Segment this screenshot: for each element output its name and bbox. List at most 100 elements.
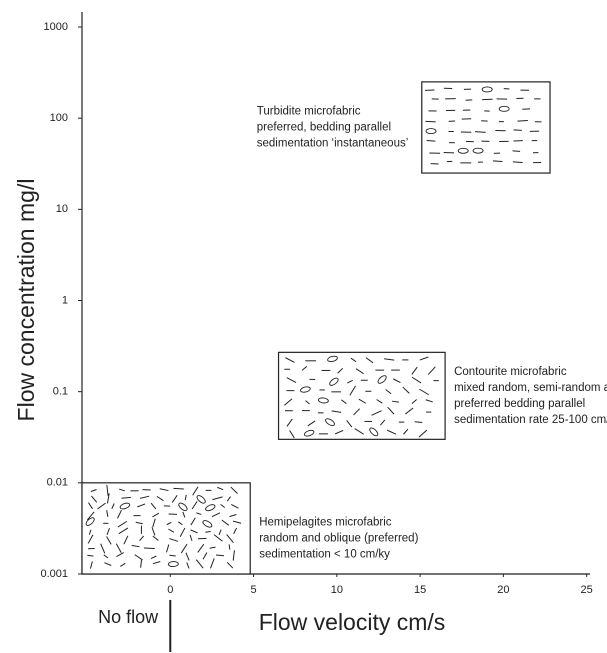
grain	[384, 358, 395, 361]
grain	[202, 552, 208, 560]
grain	[233, 527, 238, 535]
grain	[220, 503, 225, 508]
grain	[350, 357, 357, 363]
grain	[90, 489, 97, 492]
grain	[118, 527, 129, 535]
grain	[119, 488, 126, 492]
grain	[377, 375, 387, 384]
grain	[168, 528, 175, 533]
grain	[197, 543, 205, 553]
grain	[226, 534, 234, 543]
grain	[140, 559, 143, 568]
grain	[178, 502, 188, 511]
grain	[285, 357, 295, 363]
grain	[289, 430, 295, 439]
grain	[97, 502, 106, 510]
grain	[185, 552, 190, 561]
grain	[152, 535, 159, 541]
grain	[425, 120, 436, 123]
grain	[284, 398, 293, 406]
grain	[213, 534, 223, 542]
grain	[106, 536, 112, 545]
grain	[107, 493, 110, 504]
grain	[202, 520, 213, 528]
grain	[331, 410, 342, 413]
grain	[196, 495, 206, 504]
grain	[150, 555, 157, 560]
y-tick-label: 10	[56, 203, 68, 215]
box-label: preferred, bedding parallel	[257, 122, 391, 134]
grain	[173, 487, 184, 490]
grain	[353, 408, 361, 416]
grain	[226, 496, 231, 502]
grain	[134, 554, 143, 561]
grain	[474, 131, 486, 133]
grain	[355, 368, 364, 375]
grain	[358, 398, 367, 404]
box	[421, 81, 551, 174]
box-label: sedimentation < 10 cm/ky	[259, 548, 390, 560]
grain	[512, 150, 521, 152]
x-axis-title: Flow velocity cm/s	[259, 609, 446, 635]
grain	[178, 521, 183, 526]
grain	[301, 366, 308, 371]
grain	[186, 562, 190, 569]
box	[277, 351, 446, 440]
grain	[391, 400, 399, 403]
grain	[106, 527, 110, 535]
grain	[209, 546, 216, 549]
x-tick-label: 15	[414, 584, 426, 596]
grain	[325, 418, 335, 427]
grain	[349, 385, 356, 396]
grain	[217, 486, 224, 491]
grain	[402, 386, 410, 394]
grain	[411, 399, 417, 404]
box	[81, 482, 251, 575]
grain	[481, 86, 493, 93]
grain	[119, 502, 131, 510]
grain	[89, 561, 93, 569]
grain	[171, 495, 178, 503]
grain	[205, 531, 211, 533]
grain	[100, 543, 106, 554]
grain	[215, 554, 224, 557]
grain	[182, 511, 186, 518]
y-tick-label: 1000	[44, 21, 68, 33]
box-label: sedimentation ‘instantaneous’	[257, 138, 409, 150]
grain	[305, 400, 310, 405]
grain	[184, 494, 187, 501]
grain	[86, 511, 95, 521]
grain	[88, 529, 92, 535]
no-flow-label: No flow	[98, 607, 159, 627]
grain	[104, 562, 112, 566]
grain	[354, 428, 365, 435]
grain	[167, 561, 179, 568]
grain	[103, 554, 109, 559]
grain	[418, 429, 428, 438]
grain	[329, 377, 339, 386]
grain	[166, 521, 172, 526]
grain	[120, 562, 126, 567]
grain	[196, 512, 202, 515]
grain	[317, 397, 329, 404]
grain	[156, 495, 164, 502]
grain	[334, 429, 344, 435]
grain	[498, 105, 510, 112]
grain	[121, 496, 131, 499]
grain	[131, 544, 140, 548]
grain	[376, 399, 383, 404]
box-label: random and oblique (preferred)	[259, 532, 418, 544]
box-label: preferred bedding parallel	[454, 398, 585, 410]
grain	[426, 140, 436, 142]
grain	[228, 544, 231, 550]
grain	[221, 519, 230, 526]
grain	[152, 512, 160, 518]
grain	[152, 518, 156, 528]
grain	[404, 407, 414, 415]
grain	[159, 488, 169, 492]
grain	[231, 504, 239, 509]
grain	[106, 484, 109, 496]
grain	[457, 147, 469, 154]
grain	[151, 527, 156, 536]
